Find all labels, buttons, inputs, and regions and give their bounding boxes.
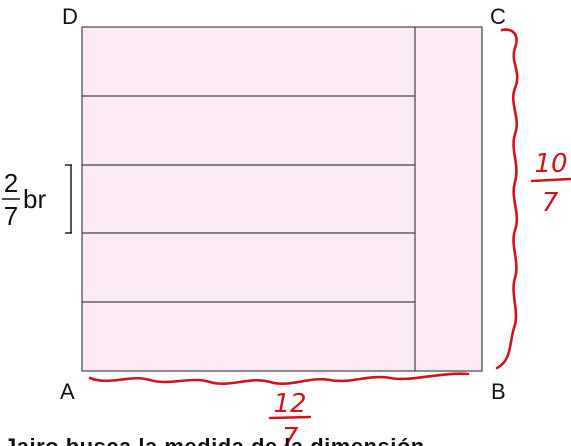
height-fraction-bar	[530, 177, 571, 183]
height-fraction-denominator: 7	[542, 188, 559, 218]
strip-fraction-numerator: 2	[4, 168, 18, 198]
cut-off-question-text: Jairo busca la medida de la dimensión...	[0, 416, 571, 446]
vertex-label-b: B	[491, 379, 506, 404]
width-fraction-bar	[268, 415, 312, 420]
height-fraction-numerator: 10	[534, 149, 567, 179]
vertex-label-a: A	[60, 379, 75, 404]
vertex-label-d: D	[62, 4, 78, 29]
width-fraction-numerator: 12	[273, 389, 306, 419]
vertex-label-c: C	[490, 4, 506, 29]
strip-unit-label: br	[23, 184, 46, 214]
height-brace	[495, 28, 519, 370]
width-brace	[88, 372, 470, 386]
strip-fraction-denominator: 7	[4, 201, 18, 231]
cut-off-question-span: Jairo busca la medida de la dimensión...	[4, 434, 445, 446]
width-fraction-denominator: 7	[282, 423, 299, 446]
strip-bracket	[65, 164, 72, 234]
rectangle-abcd	[81, 26, 483, 372]
